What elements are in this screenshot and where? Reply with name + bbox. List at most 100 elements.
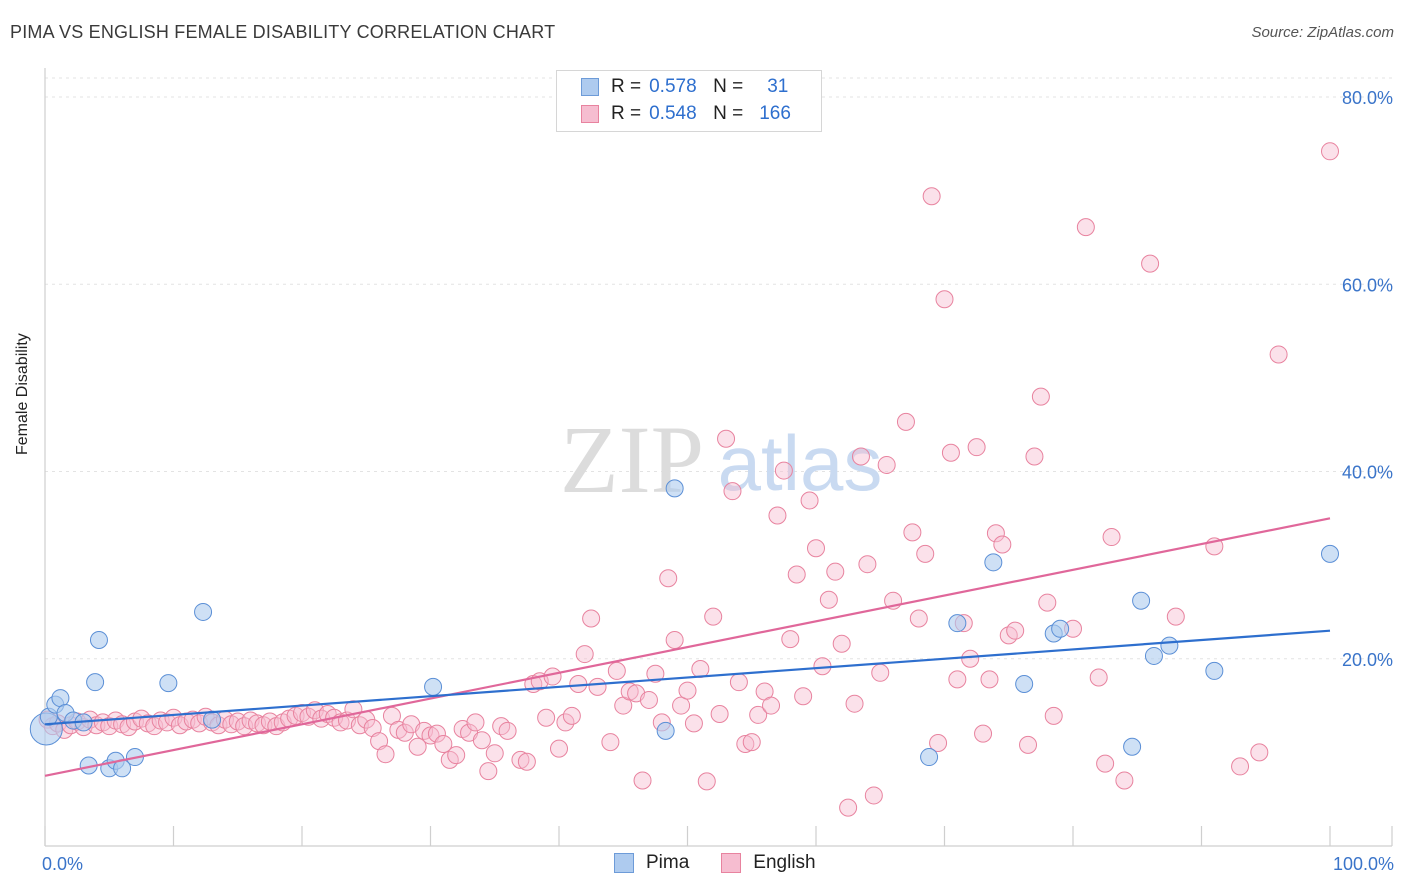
english-point bbox=[903, 523, 922, 542]
english-point bbox=[434, 734, 453, 753]
x-tick-label: 100.0% bbox=[1333, 854, 1394, 874]
pima-point bbox=[51, 689, 70, 708]
correlation-legend: R = 0.578 N = 31 R = 0.548 N = 166 bbox=[556, 70, 822, 132]
pima-point bbox=[159, 674, 178, 693]
english-point bbox=[935, 290, 954, 309]
legend-item-pima[interactable]: Pima bbox=[614, 852, 689, 874]
english-point bbox=[1025, 447, 1044, 466]
english-point bbox=[421, 726, 440, 745]
pima-n-value: 31 bbox=[767, 76, 789, 97]
english-point bbox=[1269, 345, 1288, 364]
english-point bbox=[826, 562, 845, 581]
pima-point bbox=[1123, 737, 1142, 756]
english-point bbox=[408, 737, 427, 756]
y-tick-label: 80.0% bbox=[1342, 88, 1393, 108]
english-point bbox=[492, 717, 511, 736]
english-point bbox=[839, 798, 858, 817]
english-point bbox=[466, 713, 485, 732]
english-point bbox=[562, 706, 581, 725]
n-label: N = bbox=[713, 76, 744, 97]
english-point bbox=[575, 645, 594, 664]
pima-legend-label: Pima bbox=[646, 852, 690, 873]
english-trend-line bbox=[44, 517, 1331, 777]
english-point bbox=[672, 696, 691, 715]
pima-point bbox=[948, 614, 967, 633]
pima-point bbox=[424, 677, 443, 696]
english-point bbox=[922, 187, 941, 206]
gridlines bbox=[45, 77, 1392, 660]
english-point bbox=[1038, 593, 1057, 612]
english-point bbox=[967, 438, 986, 457]
english-point bbox=[691, 660, 710, 679]
english-point bbox=[974, 724, 993, 743]
english-point bbox=[1231, 757, 1250, 776]
english-point bbox=[736, 734, 755, 753]
english-point bbox=[774, 461, 793, 480]
english-point bbox=[941, 443, 960, 462]
english-point bbox=[1019, 735, 1038, 754]
english-legend-swatch bbox=[721, 853, 742, 873]
pima-points bbox=[29, 479, 1339, 778]
english-point bbox=[896, 412, 915, 431]
english-point bbox=[588, 677, 607, 696]
english-point bbox=[1089, 668, 1108, 687]
english-point bbox=[1006, 621, 1025, 640]
pima-point bbox=[86, 673, 105, 692]
english-point bbox=[440, 750, 459, 769]
english-point bbox=[498, 721, 517, 740]
english-point bbox=[646, 664, 665, 683]
english-point bbox=[607, 661, 626, 680]
english-point bbox=[543, 667, 562, 686]
pima-point bbox=[1015, 675, 1034, 694]
y-tick-label: 40.0% bbox=[1342, 463, 1393, 483]
english-point bbox=[684, 714, 703, 733]
y-axis-label: Female Disability bbox=[14, 333, 31, 455]
english-point bbox=[909, 609, 928, 628]
english-point bbox=[999, 626, 1018, 645]
pima-swatch bbox=[581, 78, 599, 96]
english-point bbox=[704, 607, 723, 626]
english-point bbox=[537, 708, 556, 727]
english-point bbox=[517, 752, 536, 771]
english-point bbox=[832, 634, 851, 653]
english-point bbox=[961, 649, 980, 668]
pima-point bbox=[1160, 636, 1179, 655]
english-point bbox=[1321, 142, 1339, 161]
english-r-value: 0.548 bbox=[649, 103, 697, 124]
english-swatch bbox=[581, 105, 599, 123]
pima-point bbox=[1321, 544, 1339, 563]
english-point bbox=[986, 524, 1005, 543]
legend-item-english[interactable]: English bbox=[721, 852, 816, 874]
english-point bbox=[1102, 528, 1121, 547]
pima-point bbox=[920, 748, 939, 767]
series-legend: Pima English bbox=[614, 852, 848, 874]
english-point bbox=[723, 482, 742, 501]
tick-labels: 20.0% 40.0% 60.0% 80.0% 0.0% 100.0% bbox=[42, 88, 1394, 874]
english-point bbox=[363, 719, 382, 738]
english-point bbox=[697, 772, 716, 791]
english-point bbox=[376, 745, 395, 764]
english-point bbox=[370, 732, 389, 751]
pima-point bbox=[1051, 619, 1070, 638]
pima-trend-line bbox=[44, 629, 1331, 726]
pima-point bbox=[89, 631, 108, 650]
english-point bbox=[678, 681, 697, 700]
english-n-value: 166 bbox=[759, 103, 791, 124]
english-point bbox=[794, 687, 813, 706]
english-point bbox=[851, 447, 870, 466]
english-point bbox=[1044, 706, 1063, 725]
english-point bbox=[479, 762, 498, 781]
pima-point bbox=[203, 710, 222, 729]
english-point bbox=[768, 506, 787, 525]
english-point bbox=[228, 712, 247, 731]
english-point bbox=[781, 630, 800, 649]
pima-point bbox=[1144, 646, 1163, 665]
english-point bbox=[993, 535, 1012, 554]
english-point bbox=[729, 673, 748, 692]
n-label: N = bbox=[713, 103, 744, 124]
english-point bbox=[633, 771, 652, 790]
english-point bbox=[1031, 387, 1050, 406]
english-point bbox=[948, 670, 967, 689]
english-point bbox=[472, 731, 491, 750]
english-legend-label: English bbox=[753, 852, 816, 873]
